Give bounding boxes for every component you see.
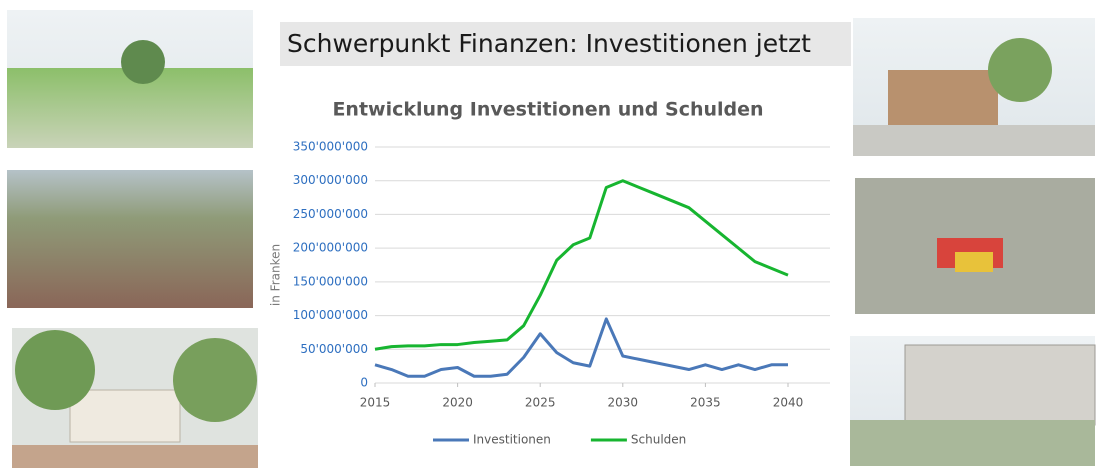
x-tick-label: 2020 (442, 396, 473, 410)
photo-building (904, 344, 1096, 426)
series-line (374, 179, 789, 351)
x-tick-label: 2030 (608, 396, 639, 410)
x-tick-label: 2025 (525, 396, 556, 410)
x-tick-label: 2040 (773, 396, 804, 410)
photo-ground (850, 420, 1095, 466)
header-title: Schwerpunkt Finanzen: Investitionen jetz… (287, 29, 811, 58)
y-axis-label: in Franken (269, 244, 283, 306)
y-tick-label: 200'000'000 (293, 241, 368, 255)
chart-title: Entwicklung Investitionen und Schulden (332, 99, 763, 121)
photo-tree (173, 338, 257, 422)
photo-tree (121, 40, 165, 84)
header-box (280, 22, 851, 66)
y-tick-label: 150'000'000 (293, 274, 368, 288)
y-tick-label: 300'000'000 (293, 173, 368, 187)
x-tick-label: 2035 (690, 396, 721, 410)
series-line (374, 317, 788, 378)
photo-building (888, 70, 998, 125)
photo-ground (7, 68, 253, 148)
photo-ground (853, 125, 1095, 156)
photo-building (69, 389, 181, 443)
legend-label: Investitionen (473, 433, 551, 447)
x-tick-label: 2015 (360, 396, 391, 410)
photo (7, 170, 253, 308)
photo-tree (15, 330, 95, 410)
photo-building (955, 252, 993, 272)
y-tick-label: 0 (360, 376, 368, 390)
legend-label: Schulden (631, 433, 686, 447)
y-tick-label: 350'000'000 (293, 140, 368, 154)
photos (7, 10, 1096, 468)
y-tick-label: 250'000'000 (293, 207, 368, 221)
y-tick-label: 100'000'000 (293, 308, 368, 322)
photo-tree (988, 38, 1052, 102)
photo-ground (12, 445, 258, 468)
y-tick-label: 50'000'000 (300, 342, 368, 356)
